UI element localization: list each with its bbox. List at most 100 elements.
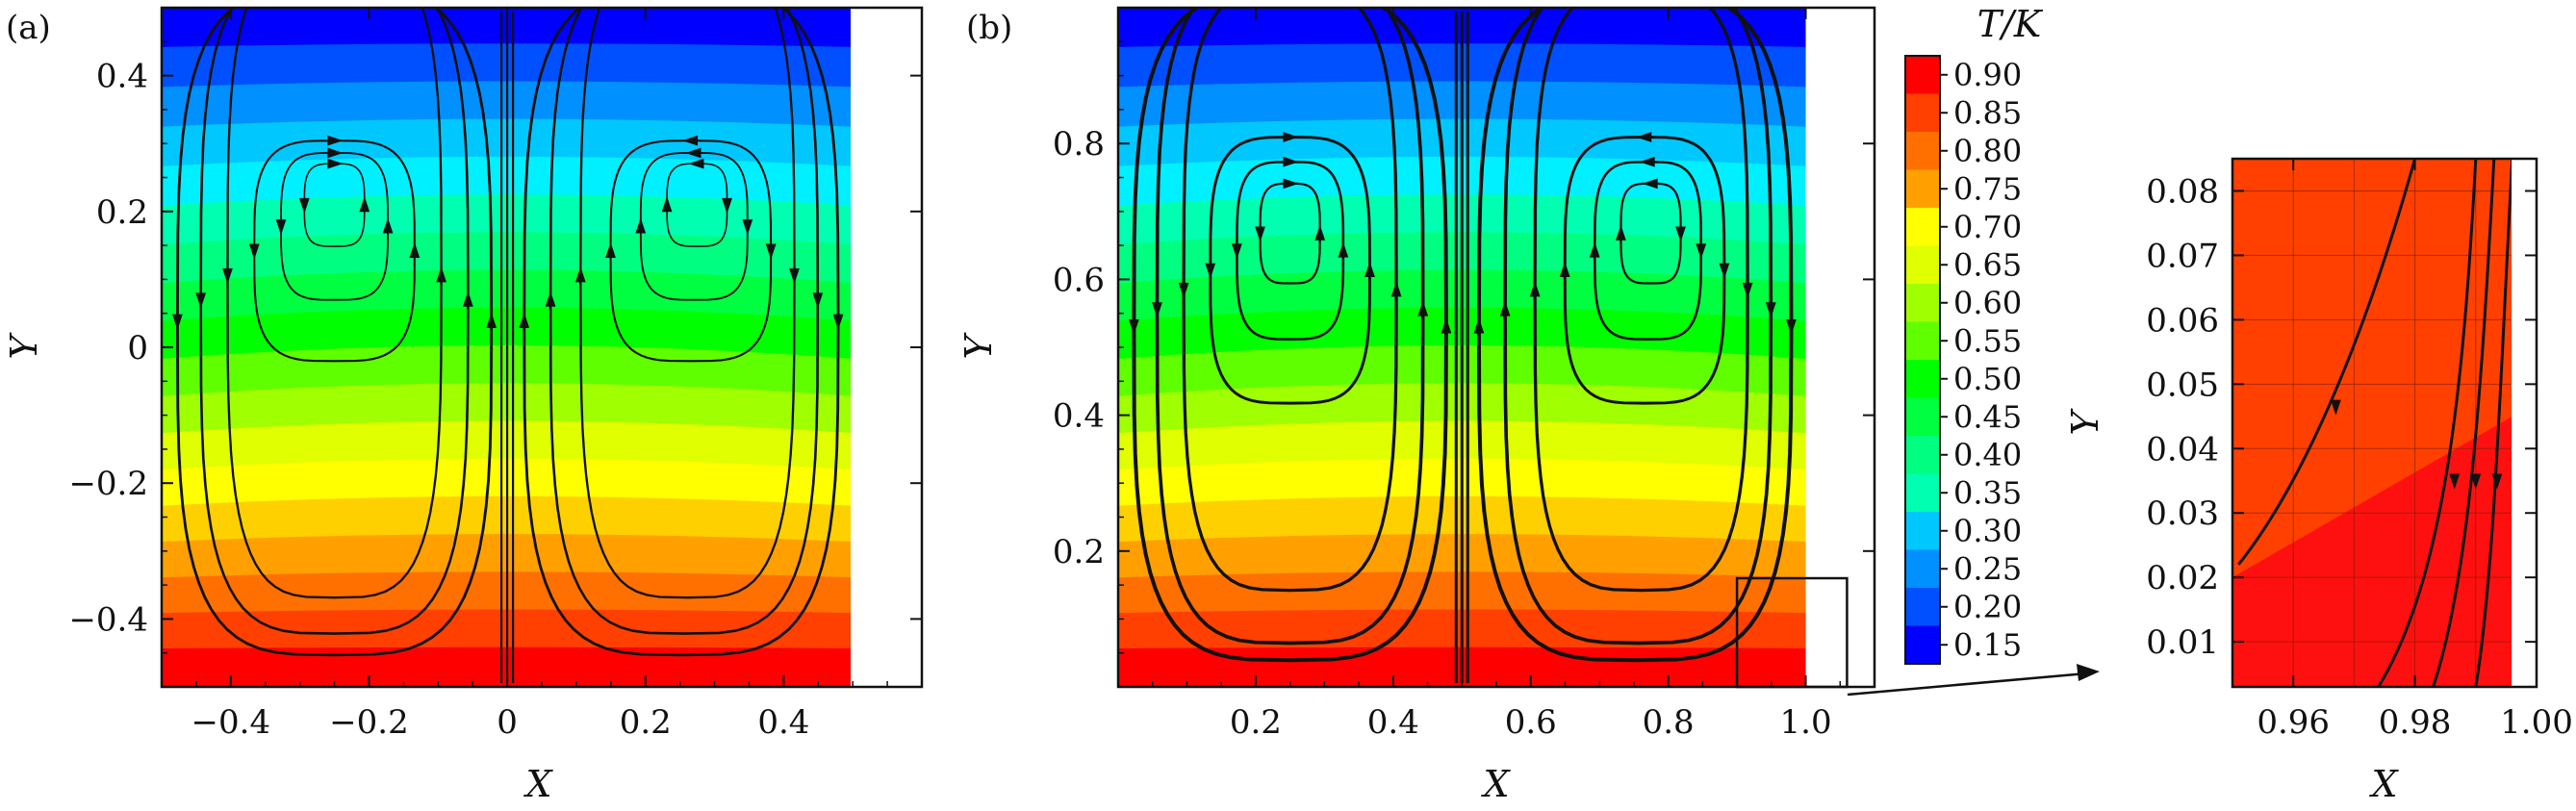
panel-a-ytick-label: −0.2 — [68, 465, 148, 503]
panel-b-xtick-label: 0.2 — [1230, 703, 1282, 742]
panel-a-ytick-label: 0.2 — [96, 193, 148, 232]
panel-b-ticks: 0.2 0.4 0.6 0.8 1.0 0.2 0.4 0.6 0.8 — [1053, 7, 1875, 742]
panel-a-arrow — [462, 291, 473, 307]
panel-c-xtick-label: 0.96 — [2257, 703, 2330, 742]
colorbar-level-label: 0.55 — [1953, 322, 2022, 359]
panel-b-arrow — [1675, 226, 1686, 242]
panel-b-arrow — [1696, 243, 1707, 260]
panel-a-arrow — [832, 314, 844, 330]
panel-a-ytick-label: −0.4 — [68, 600, 148, 639]
colorbar-swatch — [1905, 397, 1940, 437]
colorbar-level-label: 0.45 — [1953, 398, 2022, 435]
panel-a-arrow — [382, 217, 394, 234]
colorbar-level-label: 0.60 — [1953, 285, 2022, 321]
panel-c: 0.96 0.98 1.00 0.01 0.02 0.03 0.04 0.05 0.06 0.07… — [2064, 157, 2573, 805]
colorbar-swatch — [1905, 245, 1940, 285]
panel-c-arrow — [2331, 399, 2341, 416]
panel-a-ytick-label: 0 — [127, 329, 148, 367]
panel-b-ylabel: Y — [957, 332, 1000, 360]
panel-a-ylabel: Y — [3, 332, 45, 360]
panel-c-streamline — [2237, 159, 2417, 566]
panel-c-ytick-label: 0.08 — [2146, 172, 2219, 211]
panel-a-arrow — [789, 267, 800, 285]
panel-b-arrow — [1178, 282, 1189, 299]
colorbar-swatch — [1905, 93, 1940, 133]
colorbar-swatch — [1905, 512, 1940, 550]
panel-b-arrow — [1742, 282, 1753, 299]
colorbar-level-label: 0.50 — [1953, 361, 2022, 397]
panel-a-arrow — [681, 135, 699, 146]
panel-a-arrow — [688, 158, 704, 169]
colorbar-swatch — [1905, 473, 1940, 513]
panel-b-arrow — [1283, 178, 1299, 190]
panel-a-arrow — [812, 292, 824, 309]
panel-b-arrow — [1499, 300, 1511, 317]
panel-a-arrow — [436, 266, 447, 283]
panel-b-inset-box — [1735, 576, 1849, 689]
panel-c-ytick-label: 0.03 — [2146, 494, 2219, 533]
panel-c-ytick-label: 0.05 — [2146, 366, 2219, 404]
panel-b-arrow — [1529, 281, 1541, 297]
panel-c-band — [2232, 417, 2512, 687]
panel-c-ytick-label: 0.02 — [2146, 559, 2219, 597]
colorbar-swatches: 0.900.850.800.750.700.650.600.550.500.45… — [1904, 55, 2022, 665]
panel-a: −0.4 −0.2 0 0.2 0.4 −0.4 −0.2 0 0.2 0.4 (a) X Y — [3, 6, 924, 805]
panel-c-ytick-label: 0.01 — [2146, 623, 2219, 662]
panel-a-arrow — [359, 196, 370, 213]
panel-b-arrow — [1559, 261, 1570, 278]
panel-a-streamlines — [172, 8, 844, 683]
panel-b-arrow — [1365, 261, 1375, 278]
panel-b-ytick-label: 0.6 — [1053, 261, 1105, 299]
colorbar-level-label: 0.30 — [1953, 513, 2022, 549]
panel-a-arrow — [519, 312, 530, 329]
panel-b-xtick-label: 1.0 — [1780, 703, 1832, 742]
colorbar: T/K 0.900.850.800.750.700.650.600.550.50… — [1904, 3, 2044, 665]
panel-c-xtick-label: 0.98 — [2379, 703, 2452, 742]
panel-a-xtick-label: 0 — [497, 703, 518, 742]
panel-c-streamlines — [2237, 159, 2512, 687]
panel-c-xtick-label: 1.00 — [2500, 703, 2573, 742]
panel-a-xtick-label: 0.4 — [757, 703, 809, 742]
colorbar-level-label: 0.75 — [1953, 170, 2022, 207]
panel-b-label: (b) — [966, 9, 1012, 47]
colorbar-swatch — [1905, 56, 1940, 94]
colorbar-swatch — [1905, 132, 1940, 170]
panel-a-xtick-label: 0.2 — [620, 703, 672, 742]
panel-b-arrow — [1765, 302, 1776, 318]
colorbar-level-label: 0.90 — [1953, 57, 2022, 93]
panel-b-arrow — [1152, 302, 1162, 318]
colorbar-title-text: T/K — [1977, 3, 2044, 45]
panel-c-arrow — [2449, 473, 2461, 490]
panel-b-arrow — [1639, 156, 1655, 167]
panel-b-arrow — [1589, 241, 1600, 258]
panel-b-arrow — [1255, 226, 1265, 242]
panel-a-arrow — [248, 243, 260, 260]
panel-a-label: (a) — [6, 9, 51, 47]
panel-a-arrow — [635, 217, 647, 234]
colorbar-swatch — [1905, 321, 1940, 361]
panel-c-ylabel: Y — [2064, 408, 2106, 436]
colorbar-swatch — [1905, 208, 1940, 246]
zoom-connector — [1847, 664, 2100, 697]
panel-b-streamlines — [1128, 8, 1797, 683]
panel-a-arrow — [486, 312, 497, 329]
panel-c-streamline — [2377, 159, 2478, 687]
panel-a-ytick-label: 0.4 — [96, 58, 148, 96]
panel-b-arrow — [1642, 178, 1658, 190]
panel-b-arrow — [1205, 263, 1216, 279]
panel-b-arrow — [1473, 317, 1485, 334]
colorbar-frame — [1904, 55, 1941, 665]
panel-b-arrow — [1719, 263, 1730, 279]
panel-a-arrow — [574, 266, 586, 283]
colorbar-title: T/K — [1977, 3, 2044, 45]
colorbar-swatch — [1905, 284, 1940, 322]
panel-a-arrow — [172, 314, 183, 330]
panel-c-streamline — [2432, 159, 2496, 687]
colorbar-level-label: 0.40 — [1953, 437, 2022, 473]
panel-a-arrow — [275, 219, 287, 236]
panel-c-xlabel: X — [2368, 763, 2399, 805]
colorbar-level-label: 0.65 — [1953, 246, 2022, 283]
panel-a-arrow — [327, 147, 344, 159]
panel-a-xtick-label: −0.4 — [191, 703, 271, 742]
panel-c-ticks: 0.96 0.98 1.00 0.01 0.02 0.03 0.04 0.05 0.06 0.07… — [2146, 159, 2573, 742]
